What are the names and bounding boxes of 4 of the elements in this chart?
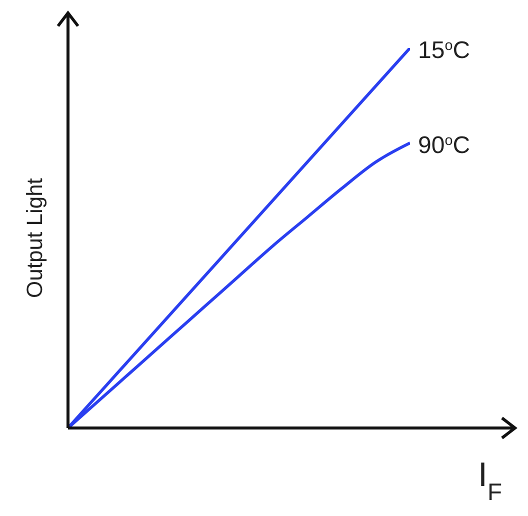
series-label: 90$^{o}$C	[418, 132, 470, 159]
series-label: 15$^{o}$C	[418, 37, 470, 64]
x-axis-title: I$_{F}$	[478, 456, 502, 506]
y-axis-title: Output Light	[22, 178, 47, 298]
